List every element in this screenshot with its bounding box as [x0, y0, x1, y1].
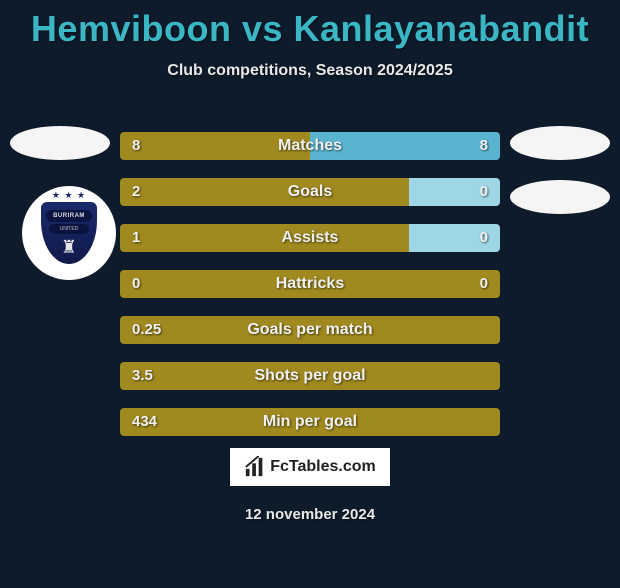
stat-value-right: 0	[480, 224, 488, 252]
stat-row: Hattricks0 0	[120, 270, 500, 298]
stat-row: Goals per match0.25	[120, 316, 500, 344]
page-title: Hemviboon vs Kanlayanabandit	[0, 8, 620, 50]
stat-value-right: 0	[480, 178, 488, 206]
stat-row: Shots per goal3.5	[120, 362, 500, 390]
stat-value-left: 8	[132, 132, 140, 160]
stat-value-right: 8	[480, 132, 488, 160]
stat-value-left: 1	[132, 224, 140, 252]
right-flag-oval-2	[510, 180, 610, 214]
stat-label: Goals per match	[120, 316, 500, 344]
stat-value-left: 0.25	[132, 316, 161, 344]
stat-row: Assists1 0	[120, 224, 500, 252]
stat-label: Assists	[120, 224, 500, 252]
comparison-bars: Matches88Goals20Assists10Hattricks00Goal…	[120, 132, 500, 454]
brand-badge: FcTables.com	[230, 448, 390, 486]
right-badge-column	[510, 126, 610, 214]
crest-stars-icon: ★ ★ ★	[52, 190, 86, 201]
crest-low-text: UNITED	[49, 224, 89, 234]
stat-row: Min per goal434	[120, 408, 500, 436]
subtitle: Club competitions, Season 2024/2025	[0, 62, 620, 80]
stat-value-left: 434	[132, 408, 157, 436]
stat-label: Goals	[120, 178, 500, 206]
stat-label: Shots per goal	[120, 362, 500, 390]
generated-date: 12 november 2024	[0, 506, 620, 523]
brand-text: FcTables.com	[270, 458, 376, 476]
left-flag-oval	[10, 126, 110, 160]
stat-label: Matches	[120, 132, 500, 160]
stat-value-left: 0	[132, 270, 140, 298]
stat-value-left: 2	[132, 178, 140, 206]
bar-chart-icon	[244, 456, 266, 478]
stat-label: Hattricks	[120, 270, 500, 298]
stat-row: Goals2 0	[120, 178, 500, 206]
left-club-crest: ★ ★ ★ BURIRAM UNITED ♜	[22, 186, 116, 280]
stat-label: Min per goal	[120, 408, 500, 436]
left-badge-column	[10, 126, 110, 160]
crest-top-text: BURIRAM	[46, 210, 92, 222]
castle-icon: ♜	[61, 237, 77, 258]
stat-row: Matches8 8	[120, 132, 500, 160]
shield-icon: ★ ★ ★ BURIRAM UNITED ♜	[41, 202, 97, 264]
right-flag-oval-1	[510, 126, 610, 160]
stat-value-right: 0	[480, 270, 488, 298]
stat-value-left: 3.5	[132, 362, 153, 390]
